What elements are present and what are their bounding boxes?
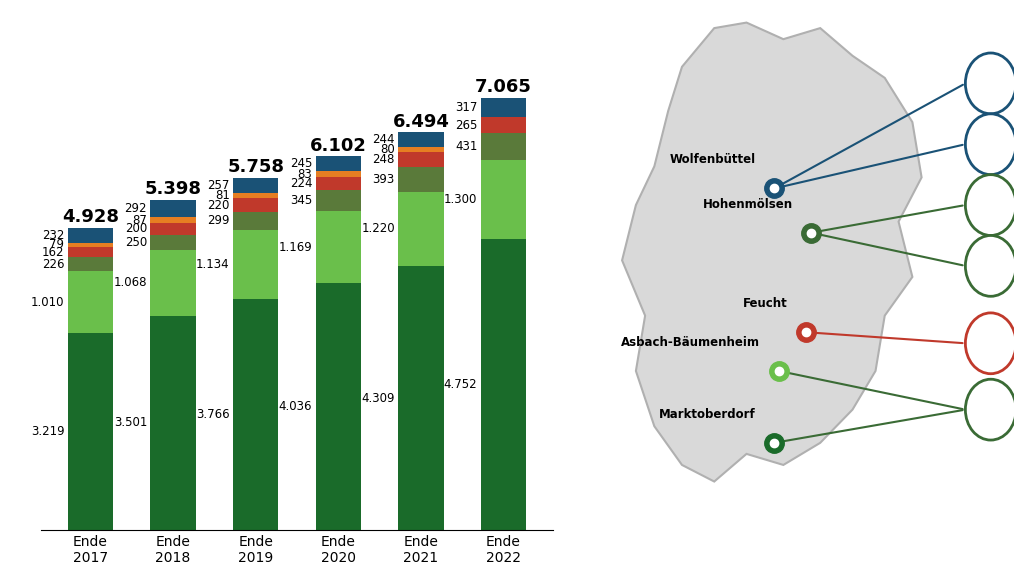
Bar bbox=[480, 133, 526, 160]
Text: Marktoberdorf: Marktoberdorf bbox=[659, 408, 756, 420]
Bar bbox=[398, 266, 443, 530]
Bar bbox=[480, 239, 526, 530]
Polygon shape bbox=[623, 22, 922, 482]
Bar bbox=[315, 283, 361, 530]
Bar bbox=[68, 257, 114, 271]
Text: 3.766: 3.766 bbox=[196, 408, 229, 421]
Bar bbox=[233, 300, 279, 530]
Bar bbox=[315, 190, 361, 211]
Text: Wolfenbüttel: Wolfenbüttel bbox=[670, 153, 756, 166]
Text: 1.068: 1.068 bbox=[114, 276, 147, 290]
Text: Asbach-Bäumenheim: Asbach-Bäumenheim bbox=[622, 336, 760, 349]
Bar bbox=[398, 168, 443, 192]
Text: 4.036: 4.036 bbox=[279, 400, 312, 413]
Text: 250: 250 bbox=[125, 236, 147, 249]
Text: 393: 393 bbox=[373, 173, 395, 186]
Bar bbox=[315, 157, 361, 172]
Text: Feucht: Feucht bbox=[743, 297, 788, 310]
Bar bbox=[233, 194, 279, 198]
Text: 3.501: 3.501 bbox=[114, 416, 147, 429]
Text: 200: 200 bbox=[125, 222, 147, 236]
Bar bbox=[315, 177, 361, 190]
Bar bbox=[68, 271, 114, 333]
Bar bbox=[68, 242, 114, 247]
Bar bbox=[233, 177, 279, 194]
Text: 3.219: 3.219 bbox=[31, 425, 65, 438]
Text: 226: 226 bbox=[42, 257, 65, 271]
Circle shape bbox=[966, 53, 1016, 114]
Text: 1.134: 1.134 bbox=[196, 258, 229, 271]
Text: 5.398: 5.398 bbox=[144, 180, 202, 198]
Bar bbox=[398, 147, 443, 152]
Text: 232: 232 bbox=[42, 229, 65, 242]
Text: 299: 299 bbox=[207, 214, 229, 228]
Bar bbox=[68, 333, 114, 530]
Bar bbox=[480, 97, 526, 117]
Text: 4.309: 4.309 bbox=[361, 392, 395, 404]
Bar bbox=[68, 247, 114, 257]
Bar bbox=[151, 199, 196, 217]
Circle shape bbox=[966, 236, 1016, 296]
Bar bbox=[398, 152, 443, 168]
Text: Hohenmölsen: Hohenmölsen bbox=[702, 198, 793, 211]
Text: 1.169: 1.169 bbox=[279, 241, 312, 253]
Circle shape bbox=[966, 313, 1016, 374]
Circle shape bbox=[966, 379, 1016, 440]
Text: 83: 83 bbox=[298, 168, 312, 180]
Circle shape bbox=[966, 114, 1016, 175]
Text: 79: 79 bbox=[49, 238, 65, 252]
Bar bbox=[315, 211, 361, 283]
Bar bbox=[398, 132, 443, 147]
Text: 87: 87 bbox=[132, 214, 147, 226]
Text: 81: 81 bbox=[215, 190, 229, 202]
Bar bbox=[151, 235, 196, 251]
Text: 80: 80 bbox=[380, 143, 395, 156]
Text: 245: 245 bbox=[290, 157, 312, 170]
Text: 1.010: 1.010 bbox=[31, 295, 65, 309]
Bar bbox=[233, 230, 279, 300]
Text: 292: 292 bbox=[125, 202, 147, 215]
Text: 1.300: 1.300 bbox=[444, 193, 477, 206]
Text: 6.102: 6.102 bbox=[310, 137, 367, 154]
Text: 317: 317 bbox=[455, 101, 477, 113]
Text: 7.065: 7.065 bbox=[475, 78, 531, 96]
Text: 244: 244 bbox=[373, 134, 395, 146]
Text: 220: 220 bbox=[207, 199, 229, 211]
Text: 345: 345 bbox=[290, 194, 312, 207]
Bar bbox=[151, 316, 196, 530]
Bar bbox=[480, 117, 526, 133]
Bar bbox=[480, 160, 526, 239]
Bar bbox=[233, 198, 279, 212]
Text: 1.220: 1.220 bbox=[361, 222, 395, 236]
Text: 248: 248 bbox=[373, 153, 395, 166]
Text: 431: 431 bbox=[455, 140, 477, 153]
Circle shape bbox=[966, 175, 1016, 236]
Text: 5.758: 5.758 bbox=[227, 158, 285, 176]
Text: 6.494: 6.494 bbox=[392, 113, 450, 131]
Bar bbox=[315, 172, 361, 177]
Text: 257: 257 bbox=[207, 179, 229, 192]
Bar bbox=[398, 192, 443, 266]
Text: 265: 265 bbox=[455, 119, 477, 131]
Text: 4.928: 4.928 bbox=[62, 209, 119, 226]
Bar bbox=[233, 212, 279, 230]
Text: 162: 162 bbox=[42, 246, 65, 259]
Text: 4.752: 4.752 bbox=[443, 378, 477, 391]
Bar bbox=[68, 228, 114, 242]
Bar bbox=[151, 217, 196, 223]
Bar bbox=[151, 251, 196, 316]
Text: 224: 224 bbox=[290, 177, 312, 190]
Bar bbox=[151, 223, 196, 235]
